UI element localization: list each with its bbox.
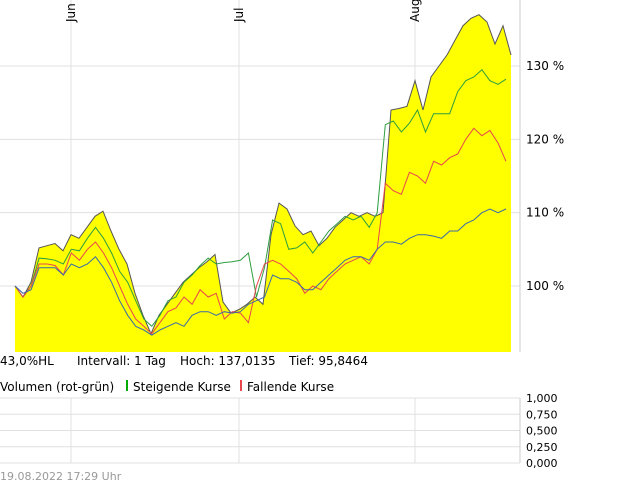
volume-tick-label: 0,750: [526, 408, 558, 421]
volume-tick-labels: 1,000 0,750 0,500 0,250 0,000: [526, 392, 558, 468]
low-label: Tief: 95,8464: [289, 354, 368, 368]
price-chart: Jun Jul Aug 100 % 110 % 120 % 130 %: [0, 0, 564, 352]
area-fill: [15, 14, 511, 352]
blue-line-series: [14, 208, 507, 336]
volume-label: Volumen (rot-grün): [0, 380, 115, 394]
timestamp: 19.08.2022 17:29 Uhr: [0, 470, 122, 483]
month-label: Aug: [408, 0, 422, 22]
hl-label: 43,0%HL: [0, 354, 54, 368]
volume-chart: 1,000 0,750 0,500 0,250 0,000: [0, 392, 558, 468]
volume-tick-label: 0,500: [526, 425, 558, 438]
red-line-series: [14, 127, 507, 335]
falling-legend-marker: [240, 380, 242, 391]
volume-tick-label: 0,250: [526, 441, 558, 454]
month-label: Jun: [64, 3, 78, 23]
interval-label: Intervall: 1 Tag: [77, 354, 166, 368]
price-area-series: [14, 14, 512, 352]
volume-chart-grid: [0, 397, 521, 464]
price-line-series: [14, 68, 507, 336]
month-label: Jul: [232, 8, 246, 23]
green-line-series: [14, 68, 507, 328]
volume-tick-label: 1,000: [526, 392, 558, 405]
y-tick-label: 100 %: [526, 279, 564, 293]
y-tick-label: 130 %: [526, 59, 564, 73]
month-labels: Jun Jul Aug: [64, 0, 422, 23]
percent-tick-labels: 100 % 110 % 120 % 130 %: [526, 59, 564, 293]
rising-label: Steigende Kurse: [133, 380, 231, 394]
area-outline: [14, 14, 512, 335]
rising-legend-marker: [126, 380, 128, 391]
y-tick-label: 110 %: [526, 206, 564, 220]
y-tick-label: 120 %: [526, 132, 564, 146]
falling-label: Fallende Kurse: [247, 380, 335, 394]
volume-tick-label: 0,000: [526, 457, 558, 468]
high-label: Hoch: 137,0135: [180, 354, 276, 368]
